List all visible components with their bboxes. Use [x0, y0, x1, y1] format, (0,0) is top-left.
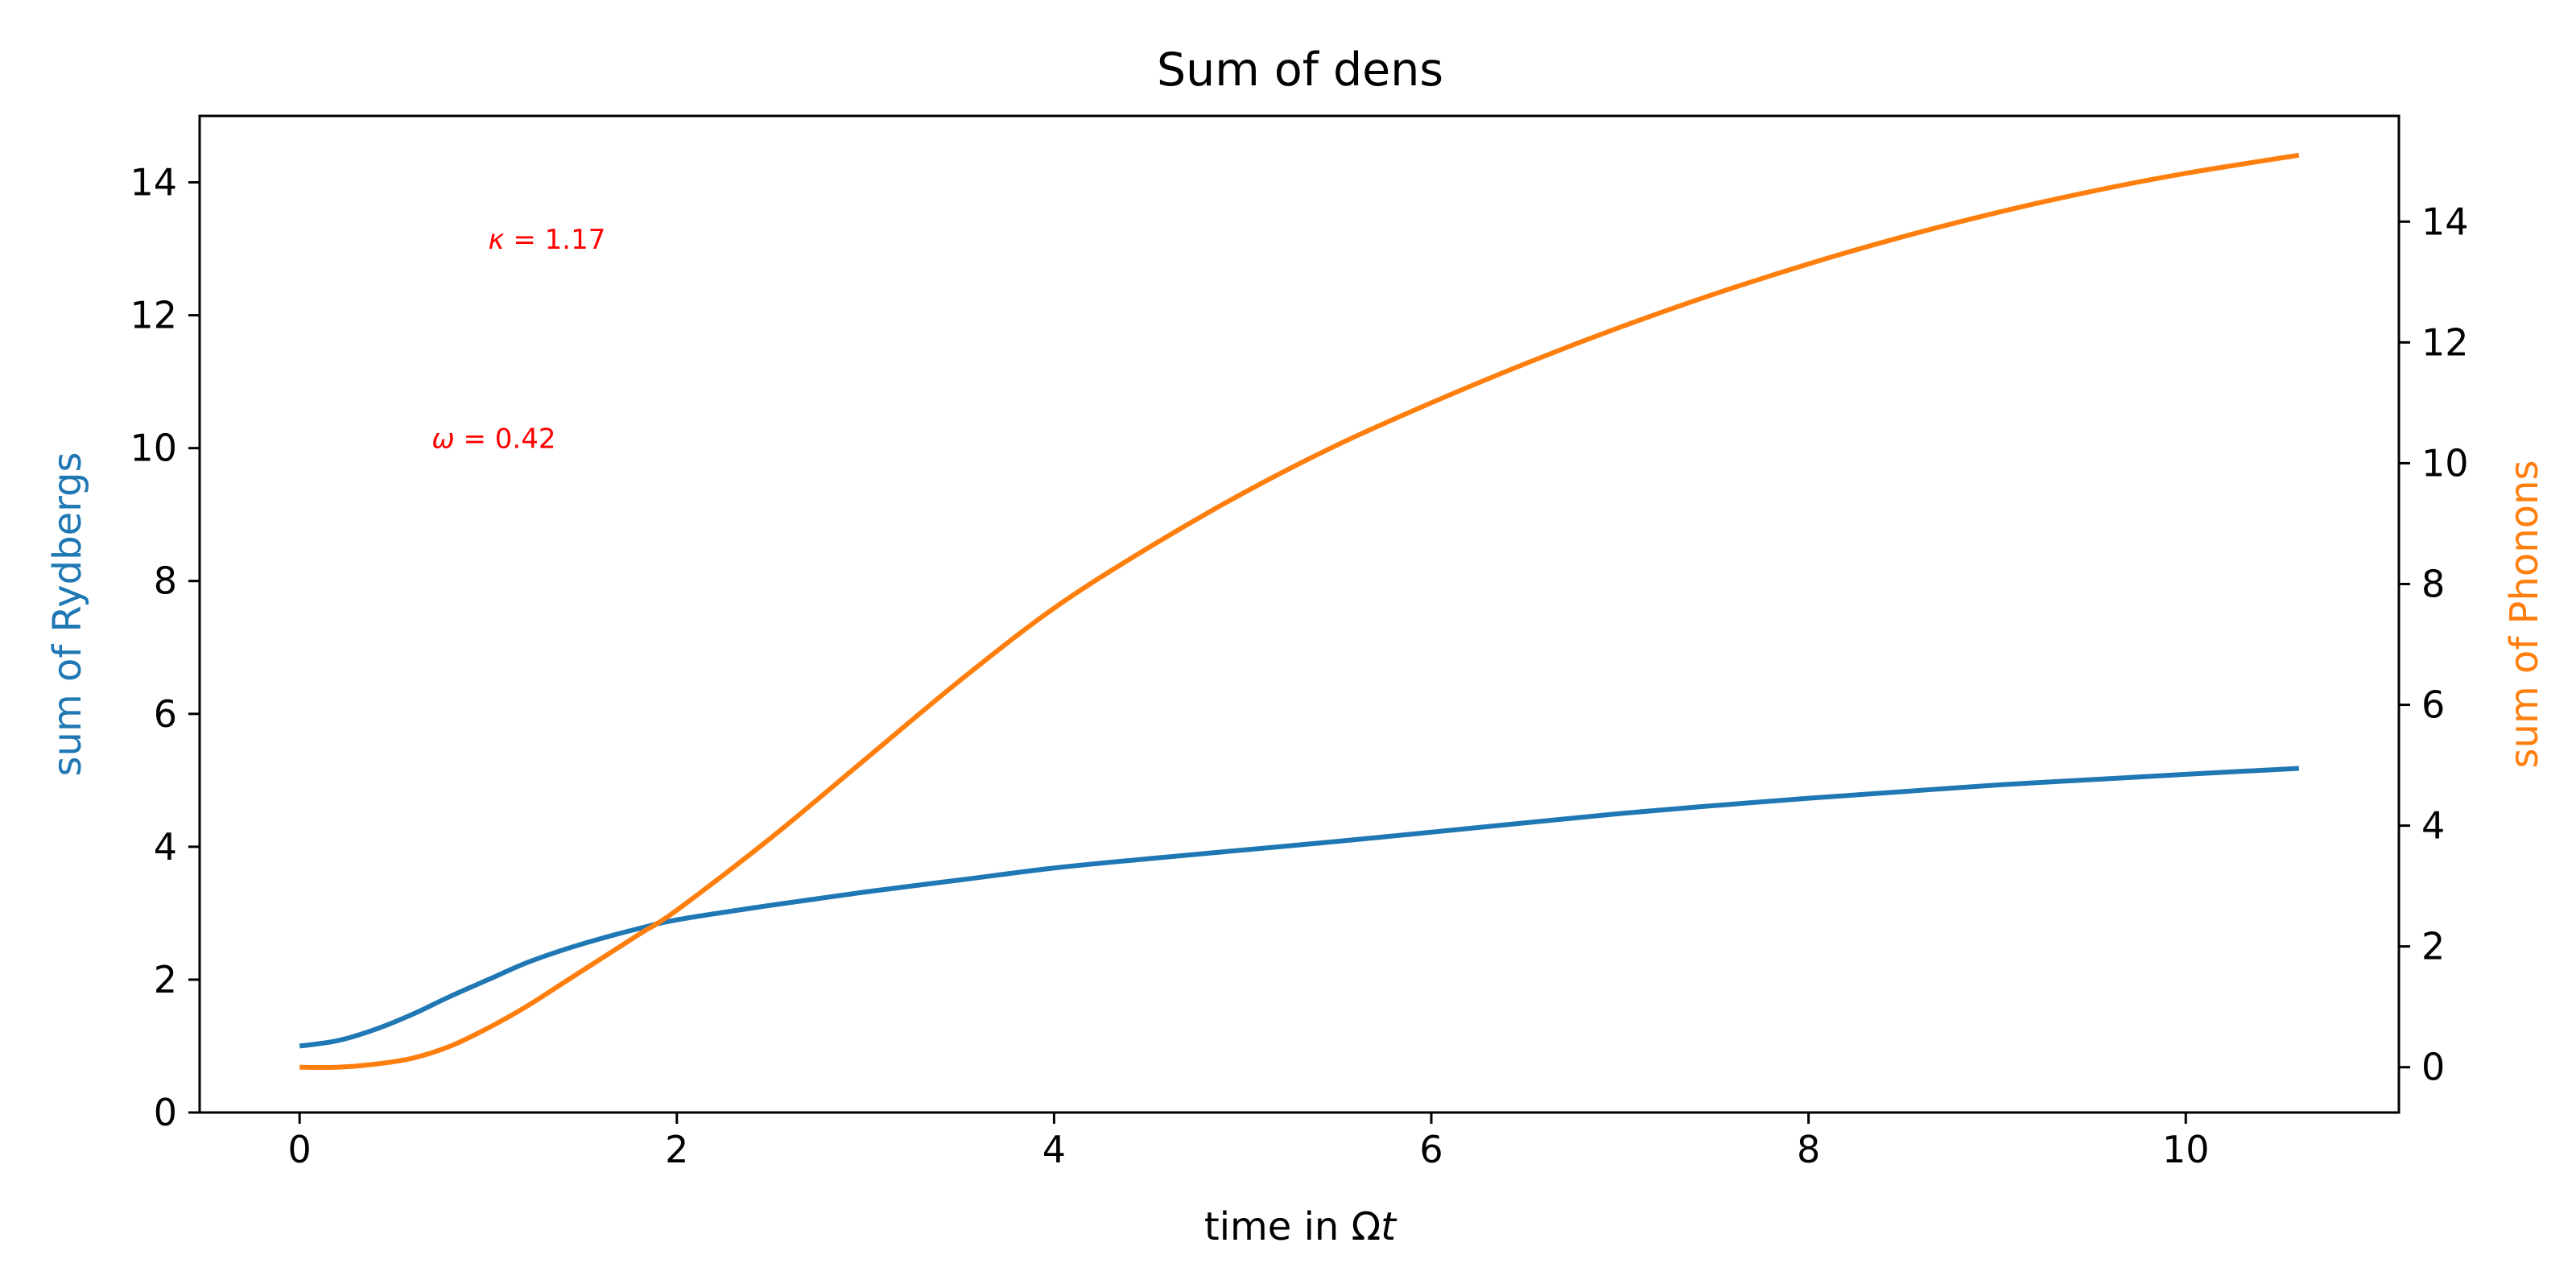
annotation-symbol: κ [488, 224, 504, 256]
y-right-tick-label: 10 [2421, 441, 2469, 485]
plot-frame [198, 114, 2401, 1114]
annotation-text: κ = 1.17 [488, 224, 605, 256]
y-left-tick-label: 2 [154, 958, 177, 1001]
y-left-tick-label: 8 [154, 559, 177, 603]
x-tick-label: 8 [1797, 1128, 1820, 1171]
y-left-tick-label: 14 [130, 161, 177, 204]
y-left-tick-label: 12 [130, 294, 177, 337]
y-axis-right-title: sum of Phonons [2502, 460, 2547, 769]
annotation-value: = 1.17 [505, 224, 606, 256]
chart-title: Sum of dens [1157, 43, 1443, 97]
x-axis: 0 2 4 6 8 10 [288, 1113, 2210, 1171]
y-right-tick-label: 2 [2421, 925, 2445, 968]
annotation-value: = 0.42 [455, 423, 556, 456]
series-line-phonons [299, 152, 2300, 1071]
y-right-tick-label: 0 [2421, 1046, 2445, 1089]
y-left-tick-label: 6 [154, 692, 177, 736]
y-left-tick-label: 10 [130, 427, 177, 470]
y-right-tick-label: 8 [2421, 562, 2445, 605]
y-axis-left-title: sum of Rydbergs [45, 452, 90, 777]
y-left-tick-label: 4 [154, 825, 177, 869]
series-line-rydbergs [299, 766, 2299, 1049]
y-right-tick-label: 14 [2421, 200, 2469, 243]
y-right-tick-label: 12 [2421, 320, 2469, 364]
x-tick-label: 4 [1042, 1128, 1066, 1171]
y-left-tick-label: 0 [154, 1091, 177, 1134]
x-tick-label: 2 [665, 1128, 688, 1171]
x-axis-title-variable: t [1381, 1204, 1397, 1249]
x-tick-label: 0 [288, 1128, 312, 1171]
x-axis-title: time in Ωt [1204, 1204, 1397, 1249]
y-axis-right: 0 2 4 6 8 10 12 14 [2399, 200, 2469, 1089]
y-right-tick-label: 4 [2421, 804, 2445, 848]
y-axis-left: 0 2 4 6 8 10 12 14 [130, 161, 200, 1134]
y-right-tick-label: 6 [2421, 683, 2445, 727]
annotation-symbol: ω [431, 423, 454, 456]
annotation-text: ω = 0.42 [431, 423, 555, 456]
annotation-layer: κ = 1.17 ω = 0.42 [431, 224, 605, 456]
plot-area [198, 114, 2401, 1114]
x-axis-title-prefix: time in Ω [1204, 1204, 1381, 1249]
series-layer [299, 152, 2300, 1071]
x-tick-label: 10 [2162, 1128, 2210, 1171]
x-tick-label: 6 [1419, 1128, 1443, 1171]
